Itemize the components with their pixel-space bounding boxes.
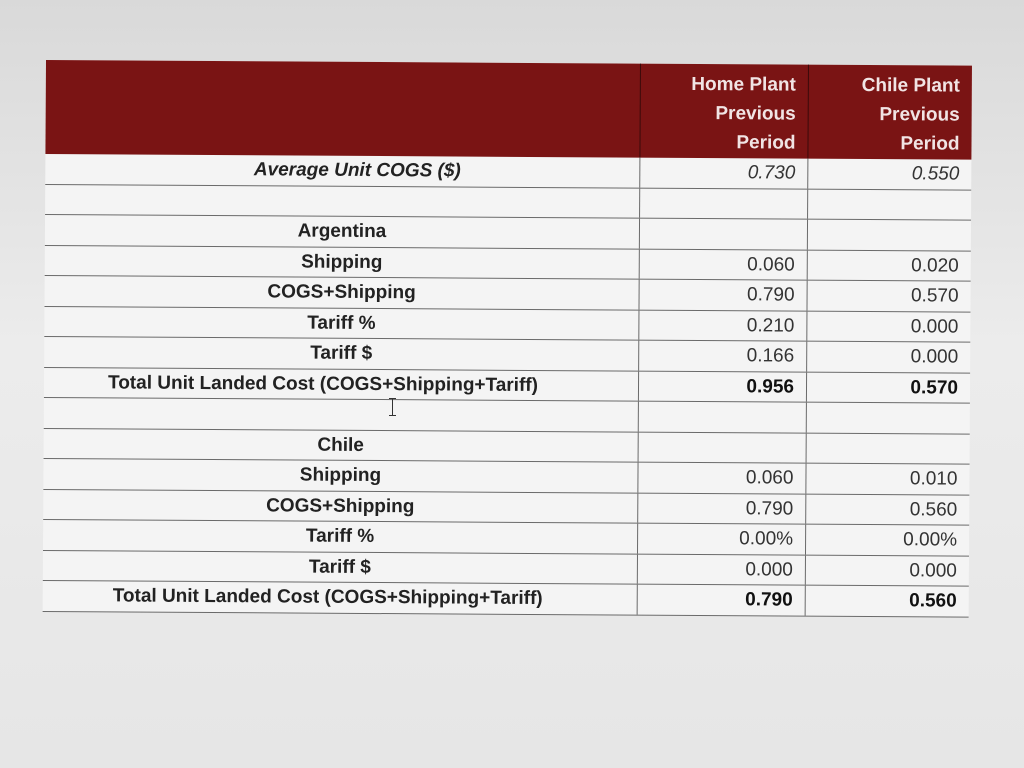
row-label[interactable]: Shipping [301, 251, 383, 273]
row-label[interactable]: Total Unit Landed Cost (COGS+Shipping+Ta… [107, 371, 539, 396]
header-chile-line2: Previous [879, 104, 960, 126]
chile-value-cell[interactable]: 0.560 [805, 494, 970, 525]
home-value-cell[interactable]: 0.730 [639, 157, 808, 189]
home-value-cell[interactable]: 0.790 [636, 584, 805, 616]
home-value-cell[interactable]: 0.00% [636, 523, 806, 555]
header-home-line3: Period [736, 132, 796, 154]
chile-value-cell[interactable]: 0.550 [807, 158, 972, 190]
chile-value-cell[interactable] [805, 433, 970, 464]
text-cursor-icon [388, 398, 398, 416]
home-value-cell[interactable]: 0.000 [636, 554, 805, 585]
chile-value-cell[interactable]: 0.570 [805, 372, 971, 403]
chile-value-cell[interactable]: 0.000 [806, 311, 971, 342]
chile-value-cell[interactable]: 0.000 [806, 341, 971, 373]
row-label[interactable] [45, 184, 639, 217]
home-value-cell[interactable]: 0.060 [638, 249, 807, 280]
header-home-line1: Home Plant [691, 73, 796, 96]
header-home-line2: Previous [715, 103, 796, 125]
chile-value-cell[interactable]: 0.000 [804, 555, 969, 586]
home-value-cell[interactable]: 0.210 [638, 310, 807, 341]
row-label[interactable]: Tariff % [305, 525, 375, 548]
spreadsheet-table: Home Plant Previous Period Chile Plant P… [42, 60, 972, 618]
home-value-cell[interactable] [638, 218, 808, 250]
chile-value-cell[interactable] [806, 219, 972, 251]
section-heading-chile[interactable]: Chile [317, 434, 364, 456]
chile-value-cell[interactable] [805, 402, 970, 434]
table-row-total-chile: Total Unit Landed Cost (COGS+Shipping+Ta… [42, 580, 969, 618]
home-value-cell[interactable] [639, 188, 808, 219]
home-value-cell[interactable]: 0.060 [637, 462, 806, 494]
home-value-cell[interactable] [637, 432, 806, 463]
row-label[interactable] [44, 398, 638, 431]
chile-value-cell[interactable]: 0.00% [804, 524, 970, 556]
row-label[interactable]: Average Unit COGS ($) [253, 159, 461, 182]
chile-value-cell[interactable] [807, 189, 972, 220]
header-home-plant[interactable]: Home Plant Previous Period [639, 63, 808, 159]
row-label[interactable]: Tariff $ [310, 342, 373, 364]
chile-value-cell[interactable]: 0.010 [805, 463, 970, 495]
row-label[interactable]: Total Unit Landed Cost (COGS+Shipping+Ta… [112, 585, 543, 610]
home-value-cell[interactable] [637, 401, 806, 433]
section-heading-argentina[interactable]: Argentina [297, 220, 387, 243]
home-value-cell[interactable]: 0.956 [637, 371, 807, 402]
header-chile-line1: Chile Plant [861, 74, 960, 97]
row-label[interactable]: COGS+Shipping [267, 281, 416, 304]
chile-value-cell[interactable]: 0.570 [806, 280, 971, 312]
home-value-cell[interactable]: 0.790 [638, 279, 807, 311]
home-value-cell[interactable]: 0.790 [637, 493, 806, 524]
header-chile-line3: Period [900, 133, 960, 155]
header-chile-plant[interactable]: Chile Plant Previous Period [807, 64, 972, 160]
home-value-cell[interactable]: 0.166 [638, 340, 807, 372]
table-header: Home Plant Previous Period Chile Plant P… [45, 60, 972, 160]
row-label[interactable]: COGS+Shipping [266, 494, 415, 517]
chile-value-cell[interactable]: 0.020 [806, 250, 971, 281]
chile-value-cell[interactable]: 0.560 [804, 585, 969, 617]
row-label[interactable]: Tariff % [307, 312, 376, 334]
row-label[interactable]: Shipping [299, 464, 382, 487]
header-label-cell[interactable] [45, 60, 640, 158]
row-label[interactable]: Tariff $ [308, 556, 371, 578]
